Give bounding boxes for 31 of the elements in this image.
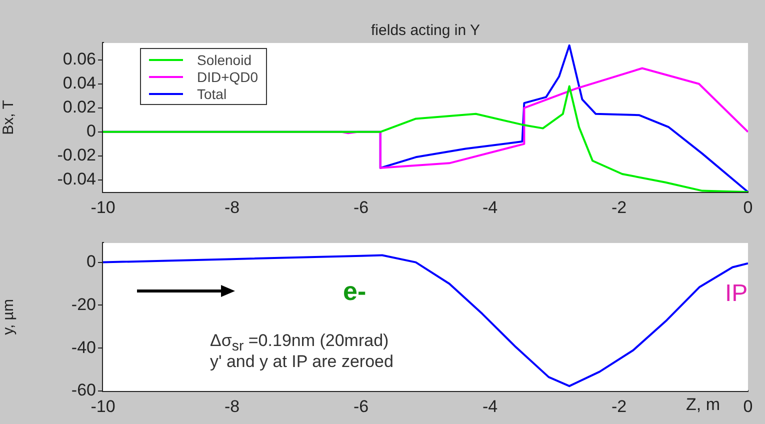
x-tick-label: 0 — [743, 198, 753, 217]
legend-label: DID+QD0 — [197, 68, 258, 84]
x-tick-label: -6 — [353, 198, 369, 217]
annotation: e- — [343, 276, 366, 307]
chart-title: fields acting in Y — [370, 22, 481, 39]
y-axis-title: Bx, T — [0, 100, 18, 135]
x-tick-label: -2 — [611, 396, 627, 416]
x-tick-label: 0 — [743, 396, 753, 416]
y-tick-label: 0.06 — [62, 50, 96, 69]
y-tick-label: 0.04 — [62, 74, 96, 93]
x-tick-label: -4 — [482, 396, 498, 416]
x-tick-label: -8 — [224, 198, 240, 217]
x-tick-label: -2 — [611, 198, 627, 217]
x-tick-label: -10 — [90, 198, 116, 217]
y-axis-title: y, µm — [0, 299, 18, 335]
annotation: IP — [725, 280, 748, 308]
legend-label: Solenoid — [197, 52, 252, 68]
annotation: y' and y at IP are zeroed — [210, 352, 394, 372]
y-tick-label: 0 — [86, 122, 96, 141]
y-tick-label: -20 — [71, 294, 96, 314]
legend-label: Total — [197, 86, 227, 102]
x-axis-title: Z, m — [686, 395, 720, 414]
x-tick-label: -6 — [353, 396, 369, 416]
x-tick-label: -8 — [224, 396, 240, 416]
y-tick-label: -0.04 — [57, 170, 96, 189]
y-tick-label: 0 — [86, 252, 96, 271]
annotation: Δσ$_{sr}$ =0.19nm (20mrad) — [210, 331, 389, 354]
y-tick-label: -40 — [71, 338, 96, 357]
y-tick-label: -0.02 — [57, 146, 96, 165]
y-tick-label: 0.02 — [62, 98, 96, 117]
x-tick-label: -4 — [482, 198, 498, 217]
